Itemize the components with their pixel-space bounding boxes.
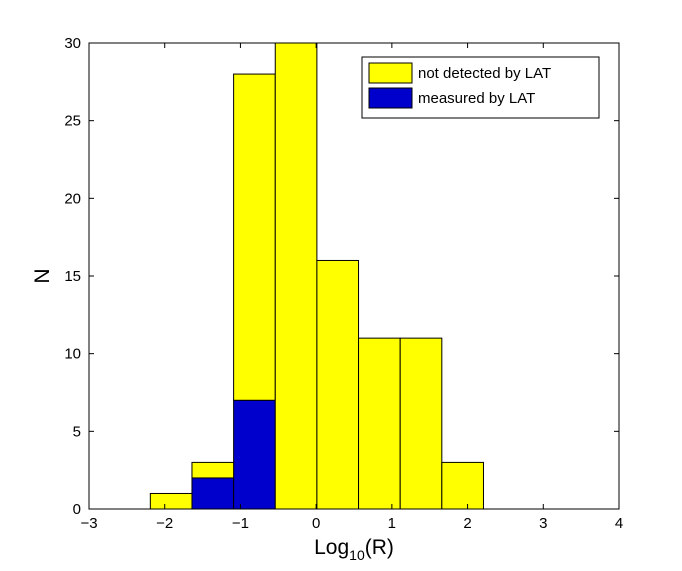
- bars-layer: [149, 42, 484, 510]
- bar-measured-bin-3: [233, 399, 276, 510]
- bar-not-detected-bin-1: [149, 492, 193, 510]
- bar-not-detected-bin-3: [233, 73, 276, 401]
- y-tick-label: 10: [64, 346, 81, 363]
- bar-not-detected-bin-8: [441, 461, 484, 510]
- bar-not-detected-bin-6: [358, 337, 401, 510]
- y-axis: 0 5 10 15 20 25 30: [64, 35, 619, 518]
- legend: not detected by LAT measured by LAT: [361, 56, 600, 119]
- legend-label: measured by LAT: [418, 90, 535, 107]
- x-axis-label: Log10(R): [314, 536, 394, 563]
- y-tick-label: 0: [73, 501, 81, 518]
- x-tick-label: −1: [232, 515, 249, 532]
- y-tick-label: 15: [64, 268, 81, 285]
- x-axis-label-tail: (R): [365, 536, 394, 559]
- y-tick-label: 20: [64, 190, 81, 207]
- legend-swatch: [368, 62, 413, 84]
- legend-label: not detected by LAT: [418, 65, 551, 82]
- x-tick-label: 4: [615, 515, 623, 532]
- x-axis: −3 −2 −1 0 1 2 3 4: [80, 43, 623, 532]
- bar-not-detected-bin-4: [274, 42, 318, 510]
- legend-swatch: [368, 87, 413, 109]
- x-tick-label: 1: [388, 515, 396, 532]
- legend-items: not detected by LAT measured by LAT: [368, 62, 551, 109]
- y-axis-label: N: [31, 268, 54, 283]
- bar-measured-bin-2: [191, 477, 235, 510]
- x-tick-label: −2: [156, 515, 173, 532]
- y-tick-label: 25: [64, 113, 81, 130]
- x-axis-label-subscript: 10: [349, 547, 365, 563]
- x-tick-label: −3: [80, 515, 97, 532]
- y-tick-label: 5: [73, 423, 81, 440]
- bar-not-detected-bin-5: [316, 259, 360, 510]
- x-axis-label-base: Log: [314, 536, 349, 559]
- y-tick-label: 30: [64, 35, 81, 52]
- x-tick-label: 0: [312, 515, 320, 532]
- x-tick-label: 3: [539, 515, 547, 532]
- x-tick-label: 2: [463, 515, 471, 532]
- bar-not-detected-bin-7: [399, 337, 443, 510]
- bar-not-detected-bin-2: [191, 461, 235, 479]
